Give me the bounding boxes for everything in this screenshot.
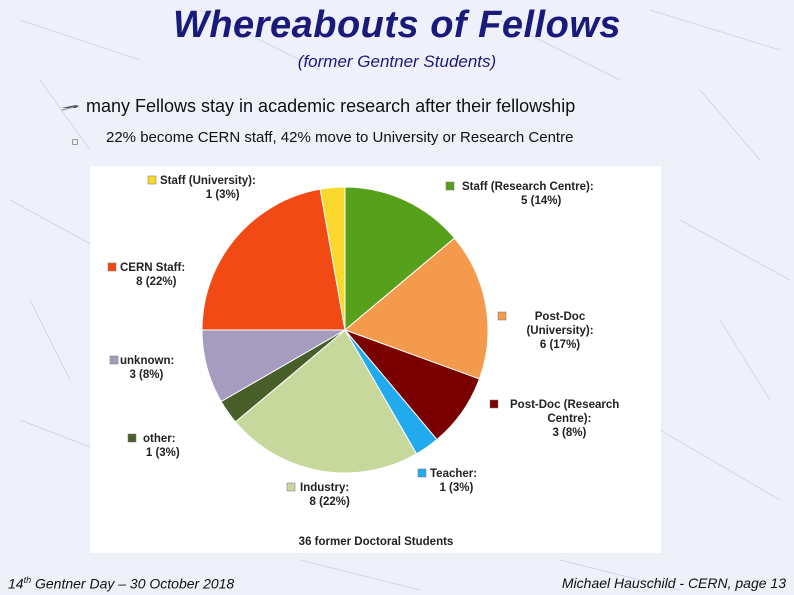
- slice-label: other:: [143, 433, 176, 445]
- legend-swatch: [489, 399, 499, 409]
- slice-label: 8 (22%): [136, 276, 176, 288]
- pie-chart: Staff (Research Centre): 5 (14%) Post-Doc (…: [107, 175, 619, 548]
- legend-swatch: [445, 181, 455, 191]
- slice-label: 3 (8%): [552, 427, 586, 439]
- pie-slice: [344, 237, 489, 380]
- slice-label: Staff (University):: [160, 175, 256, 187]
- slice-label: Staff (Research Centre):: [462, 181, 594, 193]
- pie-slice: [319, 186, 346, 331]
- pie-slice: [234, 329, 418, 474]
- slice-label: 1 (3%): [439, 482, 473, 494]
- slice-label: Industry:: [300, 482, 349, 494]
- legend-swatch: [109, 355, 119, 365]
- pie-slice: [344, 186, 456, 332]
- legend-swatch: [497, 311, 507, 321]
- legend-swatch: [286, 482, 296, 492]
- slice-label: (University):: [526, 325, 593, 337]
- footer-event-text: Gentner Day – 30 October 2018: [31, 575, 235, 592]
- slice-label: 3 (8%): [129, 369, 163, 381]
- slice-label: 8 (22%): [310, 496, 350, 508]
- sub-bullet-icon: [72, 139, 78, 145]
- pie-slice: [201, 188, 346, 331]
- slice-label: 1 (3%): [146, 447, 180, 459]
- footer-author: Michael Hauschild - CERN, page 13: [561, 575, 786, 591]
- bullet-sub: 22% become CERN staff, 42% move to Unive…: [106, 129, 574, 146]
- footer-event: 14th Gentner Day – 30 October 2018: [8, 575, 234, 592]
- slice-label: 6 (17%): [540, 339, 580, 351]
- slice-label: 1 (3%): [206, 189, 240, 201]
- legend-swatch: [127, 433, 137, 443]
- slice-label: 5 (14%): [521, 195, 561, 207]
- footer-event-sup: th: [23, 575, 32, 585]
- slide-subtitle: (former Gentner Students): [297, 52, 497, 71]
- slice-label: unknown:: [120, 355, 174, 367]
- slice-label: Centre):: [547, 413, 591, 425]
- slice-label: Post-Doc: [535, 311, 586, 323]
- pie-chart-panel: Staff (Research Centre): 5 (14%) Post-Doc (…: [90, 166, 661, 553]
- footer-event-number: 14: [8, 575, 24, 592]
- slice-label: Post-Doc (Research: [510, 399, 619, 411]
- legend-swatch: [417, 468, 427, 478]
- pen-bullet-icon: [61, 105, 79, 111]
- chart-caption: 36 former Doctoral Students: [299, 536, 454, 548]
- legend-swatch: [107, 262, 117, 272]
- slice-label: Teacher:: [430, 468, 477, 480]
- legend-swatch: [147, 175, 157, 185]
- slide-title: Whereabouts of Fellows: [172, 4, 622, 46]
- bullet-main: many Fellows stay in academic research a…: [86, 96, 576, 116]
- slice-label: CERN Staff:: [120, 262, 185, 274]
